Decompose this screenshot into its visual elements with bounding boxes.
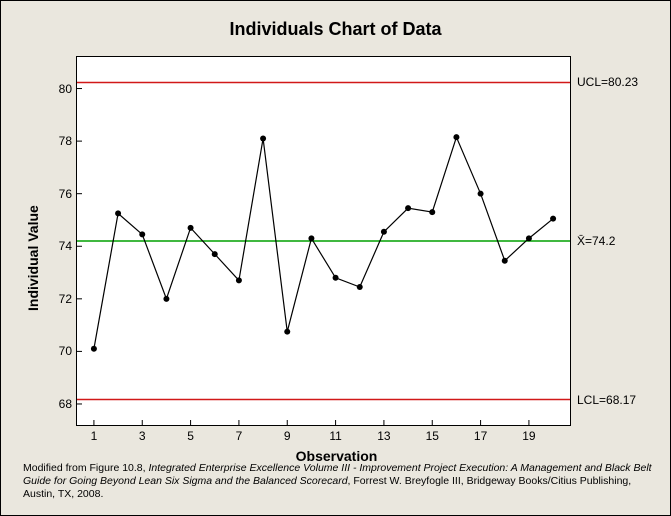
x-tick-label: 17 xyxy=(474,430,487,442)
y-tick-label: 72 xyxy=(42,293,72,305)
plot-area xyxy=(76,56,571,426)
x-tick-label: 7 xyxy=(236,430,243,442)
ref-line-label: X̄=74.2 xyxy=(577,235,615,247)
x-tick-label: 3 xyxy=(139,430,146,442)
citation-text: Modified from Figure 10.8, Integrated En… xyxy=(23,462,653,501)
x-tick-label: 5 xyxy=(187,430,194,442)
x-tick-label: 1 xyxy=(91,430,98,442)
x-tick-label: 9 xyxy=(284,430,291,442)
x-tick-label: 15 xyxy=(426,430,439,442)
y-tick-label: 74 xyxy=(42,240,72,252)
y-tick-label: 80 xyxy=(42,83,72,95)
plot-svg xyxy=(77,57,570,425)
y-tick-label: 76 xyxy=(42,188,72,200)
x-tick-label: 11 xyxy=(329,430,341,442)
chart-container: Individuals Chart of Data Individual Val… xyxy=(0,0,671,516)
y-axis-title: Individual Value xyxy=(25,205,41,311)
y-tick-label: 70 xyxy=(42,345,72,357)
ref-line-label: LCL=68.17 xyxy=(577,394,636,406)
ref-line-label: UCL=80.23 xyxy=(577,76,638,88)
y-tick-label: 78 xyxy=(42,135,72,147)
y-tick-label: 68 xyxy=(42,398,72,410)
citation-prefix: Modified from Figure 10.8, xyxy=(23,462,148,474)
x-tick-label: 13 xyxy=(377,430,390,442)
chart-title: Individuals Chart of Data xyxy=(1,19,670,40)
x-tick-label: 19 xyxy=(522,430,535,442)
